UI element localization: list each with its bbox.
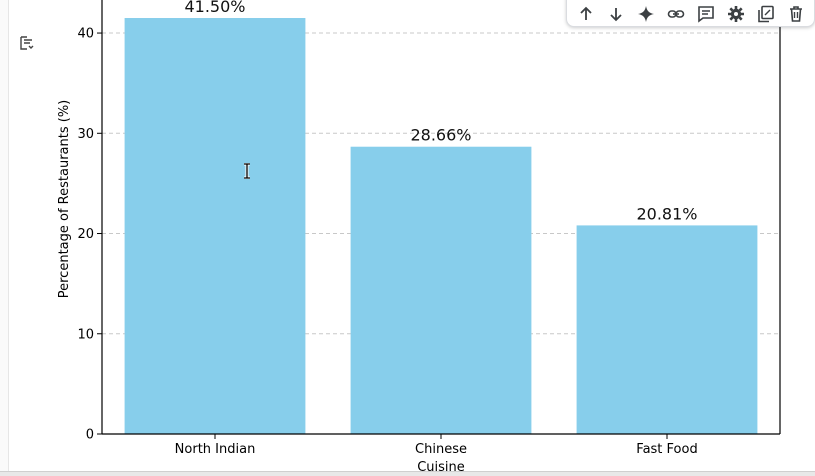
y-tick-label: 40: [77, 27, 94, 42]
x-tick-label: North Indian: [175, 442, 256, 457]
gear-icon: [728, 5, 744, 22]
bar-data-label: 20.81%: [636, 204, 697, 223]
arrow-down-icon: [610, 7, 622, 21]
add-comment-button[interactable]: [691, 1, 721, 27]
y-tick-label: 10: [77, 327, 94, 342]
sparkle-icon: [638, 5, 654, 22]
gemini-sparkle-button[interactable]: [631, 1, 661, 27]
output-toggle-button[interactable]: [14, 31, 38, 55]
bar-data-label: 41.50%: [184, 0, 245, 16]
copy-link-button[interactable]: [661, 1, 691, 27]
x-tick-label: Chinese: [415, 442, 467, 457]
bar-2: [576, 225, 758, 434]
y-tick-label: 0: [86, 428, 94, 443]
y-tick-label: 30: [77, 127, 94, 142]
window-bottom-edge: [0, 471, 815, 476]
bar-1: [350, 146, 532, 434]
cell-gutter: [0, 0, 9, 475]
move-cell-down-button[interactable]: [601, 1, 631, 27]
cell-settings-button[interactable]: [721, 1, 751, 27]
comment-icon: [698, 5, 714, 23]
bar-data-label: 28.66%: [410, 126, 471, 145]
text-cursor-icon: [244, 163, 250, 179]
bar-0: [124, 18, 306, 435]
link-icon: [667, 9, 685, 18]
mirror-cell-icon: [758, 5, 774, 22]
delete-cell-button[interactable]: [781, 1, 811, 27]
y-tick-label: 20: [77, 227, 94, 242]
x-tick-label: Fast Food: [636, 442, 697, 457]
y-axis-title: Percentage of Restaurants (%): [57, 100, 72, 299]
cell-toolbar: [566, 0, 815, 27]
arrow-up-icon: [580, 6, 592, 20]
mirror-cell-button[interactable]: [751, 1, 781, 27]
move-cell-up-button[interactable]: [571, 1, 601, 27]
trash-icon: [790, 5, 802, 22]
output-toggle-icon: [20, 36, 34, 50]
